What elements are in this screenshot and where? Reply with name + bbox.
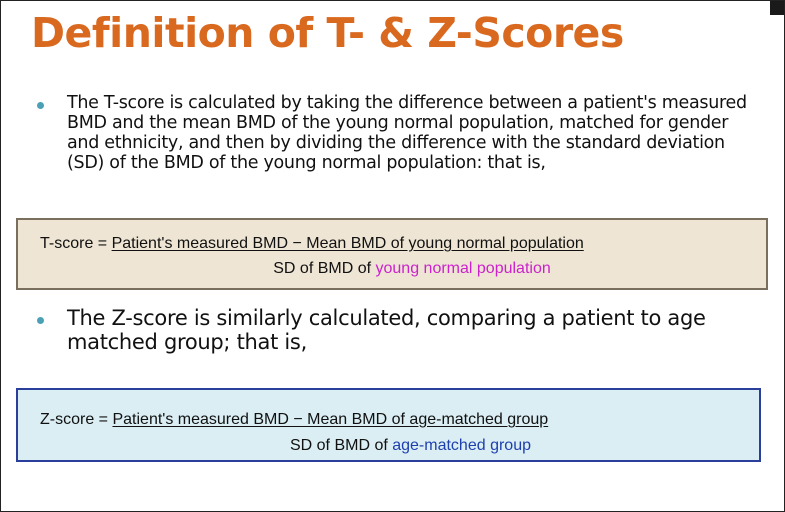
slide-title: Definition of T- & Z-Scores bbox=[31, 9, 624, 57]
t-score-denominator-prefix: SD of BMD of bbox=[273, 260, 376, 277]
t-score-lhs: T-score = bbox=[40, 235, 112, 252]
t-score-denominator-highlight: young normal population bbox=[375, 260, 551, 277]
z-score-numerator: Patient's measured BMD − Mean BMD of age… bbox=[112, 411, 549, 428]
z-score-formula-line: Z-score = Patient's measured BMD − Mean … bbox=[40, 411, 548, 429]
bullet-dot-icon bbox=[37, 102, 44, 109]
t-score-formula-line: T-score = Patient's measured BMD − Mean … bbox=[40, 235, 584, 253]
bullet-t-score: The T-score is calculated by taking the … bbox=[37, 93, 757, 173]
bullet-z-score: The Z-score is similarly calculated, com… bbox=[37, 306, 767, 354]
t-score-numerator: Patient's measured BMD − Mean BMD of you… bbox=[111, 235, 584, 252]
bullet-dot-icon bbox=[37, 317, 44, 324]
corner-marker bbox=[770, 1, 784, 15]
z-score-lhs: Z-score = bbox=[40, 411, 113, 428]
z-score-denominator-highlight: age-matched group bbox=[392, 437, 531, 454]
z-score-formula-box: Z-score = Patient's measured BMD − Mean … bbox=[16, 388, 761, 462]
t-score-denominator: SD of BMD of young normal population bbox=[18, 260, 766, 278]
bullet-t-score-text: The T-score is calculated by taking the … bbox=[67, 93, 747, 173]
z-score-denominator: SD of BMD of age-matched group bbox=[18, 437, 759, 455]
bullet-z-score-text: The Z-score is similarly calculated, com… bbox=[67, 306, 706, 354]
z-score-denominator-prefix: SD of BMD of bbox=[289, 437, 393, 454]
t-score-formula-box: T-score = Patient's measured BMD − Mean … bbox=[16, 218, 768, 290]
